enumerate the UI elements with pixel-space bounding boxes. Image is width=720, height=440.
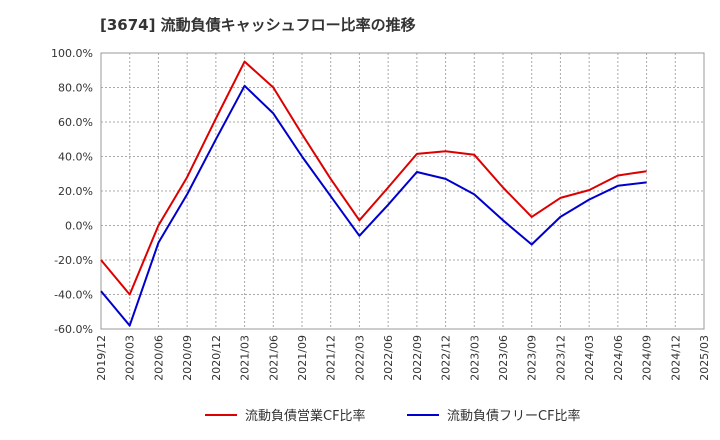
y-tick-label: -20.0% (54, 254, 93, 267)
x-tick-label: 2024/12 (669, 335, 682, 381)
x-tick-label: 2022/06 (382, 335, 395, 381)
x-tick-label: 2023/03 (468, 335, 481, 381)
x-tick-label: 2023/06 (497, 335, 510, 381)
y-tick-label: 20.0% (58, 185, 93, 198)
x-tick-label: 2021/06 (267, 335, 280, 381)
y-tick-label: -60.0% (54, 323, 93, 336)
x-tick-label: 2020/12 (210, 335, 223, 381)
x-tick-labels: 2019/12 2020/03 2020/06 2020/09 2020/12 2021/… (95, 335, 711, 381)
x-tick-label: 2025/03 (698, 335, 711, 381)
x-tick-label: 2022/09 (411, 335, 424, 381)
x-tick-label: 2022/03 (353, 335, 366, 381)
y-tick-label: 0.0% (65, 220, 93, 233)
x-tick-label: 2020/06 (152, 335, 165, 381)
x-tick-label: 2019/12 (95, 335, 108, 381)
x-tick-label: 2022/12 (440, 335, 453, 381)
series-lines (100, 60, 647, 327)
y-tick-label: 80.0% (58, 82, 93, 95)
x-tick-label: 2023/12 (554, 335, 567, 381)
x-tick-label: 2023/09 (526, 335, 539, 381)
x-tick-label: 2020/09 (181, 335, 194, 381)
x-tick-label: 2021/12 (325, 335, 338, 381)
y-tick-label: 100.0% (51, 47, 93, 60)
legend-label-1: 流動負債営業CF比率 (245, 408, 366, 424)
series-line-2 (100, 84, 647, 327)
x-tick-label: 2024/03 (583, 335, 596, 381)
y-tick-label: 60.0% (58, 116, 93, 129)
chart-title: [3674] 流動負債キャッシュフロー比率の推移 (100, 16, 416, 34)
legend-label-2: 流動負債フリーCF比率 (447, 408, 581, 424)
y-tick-labels: 100.0% 80.0% 60.0% 40.0% 20.0% 0.0% -20.0% -40.… (51, 47, 93, 336)
series-line-1 (100, 60, 647, 296)
grid-lines (101, 53, 704, 329)
x-tick-label: 2024/06 (612, 335, 625, 381)
x-tick-label: 2024/09 (641, 335, 654, 381)
y-tick-label: 40.0% (58, 151, 93, 164)
x-tick-label: 2020/03 (124, 335, 137, 381)
legend: 流動負債営業CF比率 流動負債フリーCF比率 (205, 408, 581, 424)
x-tick-label: 2021/09 (296, 335, 309, 381)
x-tick-label: 2021/03 (239, 335, 252, 381)
plot-frame (100, 52, 705, 330)
y-tick-label: -40.0% (54, 289, 93, 302)
